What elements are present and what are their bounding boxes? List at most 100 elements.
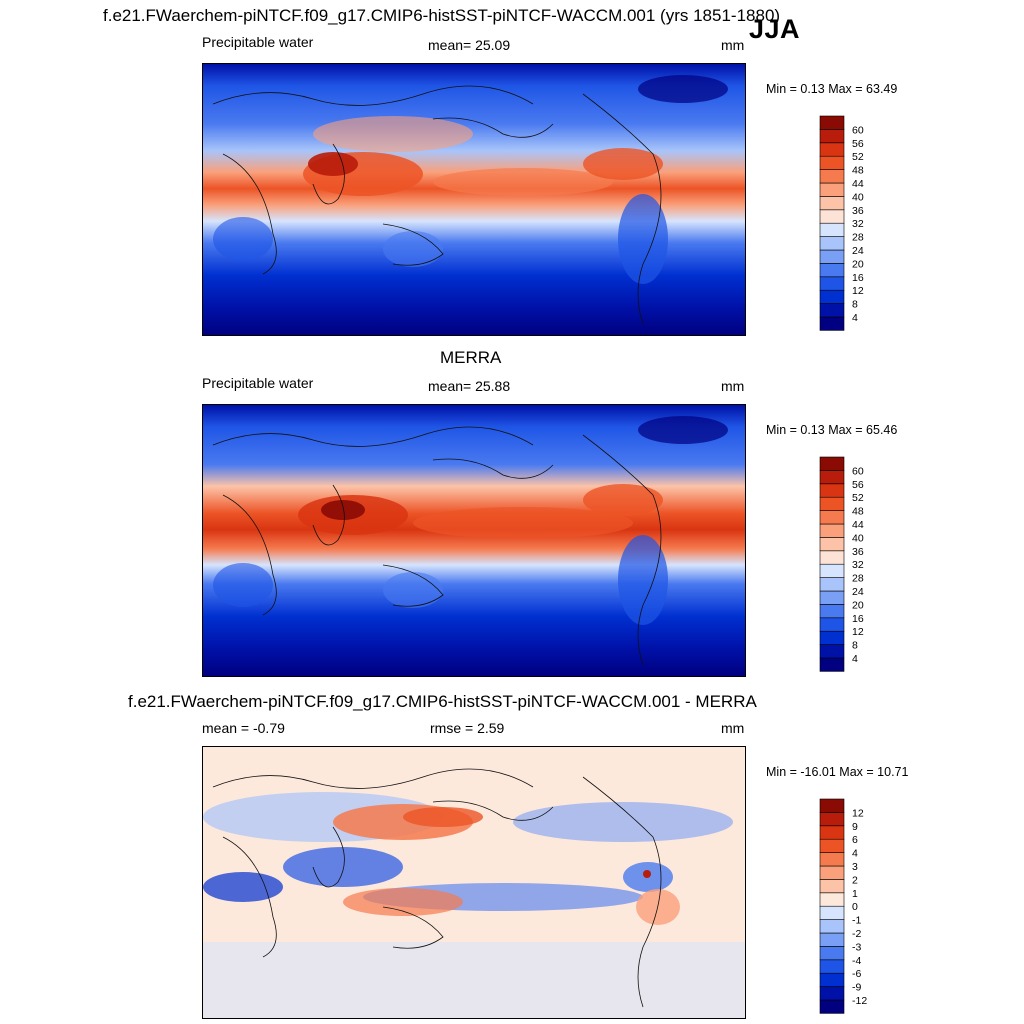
colorbar-swatch xyxy=(819,879,845,894)
colorbar-tick-label: 56 xyxy=(852,479,864,491)
colorbar-tick-label: 44 xyxy=(852,178,864,190)
colorbar-tick-label: 24 xyxy=(852,586,864,598)
colorbar-swatch xyxy=(819,456,845,471)
colorbar-swatch xyxy=(819,932,845,947)
colorbar-swatch xyxy=(819,129,845,144)
panel1-mean-label: mean= 25.09 xyxy=(428,37,511,53)
colorbar-swatch xyxy=(819,523,845,538)
panel2-colorbar: 4 8 12 16 20 24 28 32 36 40 44 48 52 56 60 xyxy=(819,456,880,672)
colorbar-swatch xyxy=(819,959,845,974)
colorbar-tick-label: 52 xyxy=(852,492,864,504)
colorbar-tick-label: 32 xyxy=(852,218,864,230)
colorbar-tick-label: -6 xyxy=(852,968,861,980)
colorbar-swatch xyxy=(819,919,845,934)
colorbar-swatch xyxy=(819,812,845,827)
colorbar-tick-label: 16 xyxy=(852,613,864,625)
colorbar-swatch xyxy=(819,972,845,987)
colorbar-tick-label: 52 xyxy=(852,151,864,163)
colorbar-tick-label: 9 xyxy=(852,821,858,833)
colorbar-swatch xyxy=(819,852,845,867)
colorbar-tick-label: 36 xyxy=(852,205,864,217)
season-label: JJA xyxy=(749,14,801,44)
colorbar-swatch xyxy=(819,838,845,853)
panel1-map-field xyxy=(203,64,745,335)
colorbar-swatch xyxy=(819,115,845,130)
colorbar-swatch xyxy=(819,630,845,645)
colorbar-tick-label: 48 xyxy=(852,506,864,518)
colorbar-tick-label: 2 xyxy=(852,874,858,886)
colorbar-tick-label: 32 xyxy=(852,559,864,571)
panel3-minmax-label: Min = -16.01 Max = 10.71 xyxy=(766,765,909,779)
colorbar-tick-label: 56 xyxy=(852,138,864,150)
colorbar-swatch xyxy=(819,657,845,672)
panel2-variable-label: Precipitable water xyxy=(202,375,314,391)
colorbar-swatch xyxy=(819,892,845,907)
colorbar-swatch xyxy=(819,276,845,291)
colorbar-tick-label: 48 xyxy=(852,165,864,177)
colorbar-tick-label: -4 xyxy=(852,955,861,967)
colorbar-tick-label: 4 xyxy=(852,848,858,860)
colorbar-swatch xyxy=(819,289,845,304)
colorbar-swatch xyxy=(819,617,845,632)
colorbar-swatch xyxy=(819,263,845,278)
colorbar-tick-label: 1 xyxy=(852,888,858,900)
colorbar-tick-label: 36 xyxy=(852,546,864,558)
panel2-units-label: mm xyxy=(721,378,745,394)
panel3-rmse-label: rmse = 2.59 xyxy=(430,720,505,736)
panel2-minmax-label: Min = 0.13 Max = 65.46 xyxy=(766,423,898,437)
panel1-minmax-label: Min = 0.13 Max = 63.49 xyxy=(766,82,898,96)
colorbar-swatch xyxy=(819,483,845,498)
colorbar-tick-label: 6 xyxy=(852,834,858,846)
colorbar-tick-label: -9 xyxy=(852,982,861,994)
colorbar-swatch xyxy=(819,303,845,318)
colorbar-swatch xyxy=(819,196,845,211)
colorbar-swatch xyxy=(819,590,845,605)
colorbar-tick-label: 28 xyxy=(852,232,864,244)
colorbar-swatch xyxy=(819,644,845,659)
colorbar-swatch xyxy=(819,999,845,1014)
colorbar-tick-label: 3 xyxy=(852,861,858,873)
panel1-units-label: mm xyxy=(721,37,745,53)
panel3-colorbar: -12 -9 -6 -4 -3 -2 -1 0 1 2 3 4 6 9 12 xyxy=(819,798,880,1014)
colorbar-swatch xyxy=(819,550,845,565)
panel1-variable-label: Precipitable water xyxy=(202,34,314,50)
panel3-mean-label: mean = -0.79 xyxy=(202,720,285,736)
colorbar-swatch xyxy=(819,825,845,840)
colorbar-swatch xyxy=(819,496,845,511)
colorbar-tick-label: 20 xyxy=(852,258,864,270)
panel2-mean-label: mean= 25.88 xyxy=(428,378,511,394)
colorbar-tick-label: 60 xyxy=(852,465,864,477)
colorbar-tick-label: 28 xyxy=(852,573,864,585)
colorbar-tick-label: 16 xyxy=(852,272,864,284)
colorbar-tick-label: 12 xyxy=(852,285,864,297)
panel3-title: f.e21.FWaerchem-piNTCF.f09_g17.CMIP6-his… xyxy=(128,692,757,711)
colorbar-swatch xyxy=(819,577,845,592)
panel1-title: f.e21.FWaerchem-piNTCF.f09_g17.CMIP6-his… xyxy=(103,6,781,25)
colorbar-tick-label: -12 xyxy=(852,995,867,1007)
panel3-map-field xyxy=(203,747,745,1018)
colorbar-swatch xyxy=(819,249,845,264)
colorbar-swatch xyxy=(819,510,845,525)
colorbar-tick-label: 8 xyxy=(852,299,858,311)
panel1-colorbar: 4 8 12 16 20 24 28 32 36 40 44 48 52 56 60 xyxy=(819,115,880,331)
colorbar-swatch xyxy=(819,905,845,920)
colorbar-swatch xyxy=(819,470,845,485)
colorbar-tick-label: 4 xyxy=(852,312,858,324)
panel2-map-field xyxy=(203,405,745,676)
colorbar-tick-label: 60 xyxy=(852,124,864,136)
colorbar-swatch xyxy=(819,865,845,880)
colorbar-tick-label: 44 xyxy=(852,519,864,531)
colorbar-swatch xyxy=(819,209,845,224)
colorbar-swatch xyxy=(819,798,845,813)
colorbar-tick-label: 12 xyxy=(852,807,864,819)
colorbar-tick-label: -2 xyxy=(852,928,861,940)
panel2-map xyxy=(202,404,746,677)
colorbar-swatch xyxy=(819,986,845,1001)
panel3-units-label: mm xyxy=(721,720,745,736)
colorbar-swatch xyxy=(819,604,845,619)
colorbar-tick-label: -1 xyxy=(852,915,861,927)
colorbar-swatch xyxy=(819,155,845,170)
panel2-title: MERRA xyxy=(440,348,502,367)
colorbar-tick-label: 40 xyxy=(852,191,864,203)
colorbar-swatch xyxy=(819,142,845,157)
